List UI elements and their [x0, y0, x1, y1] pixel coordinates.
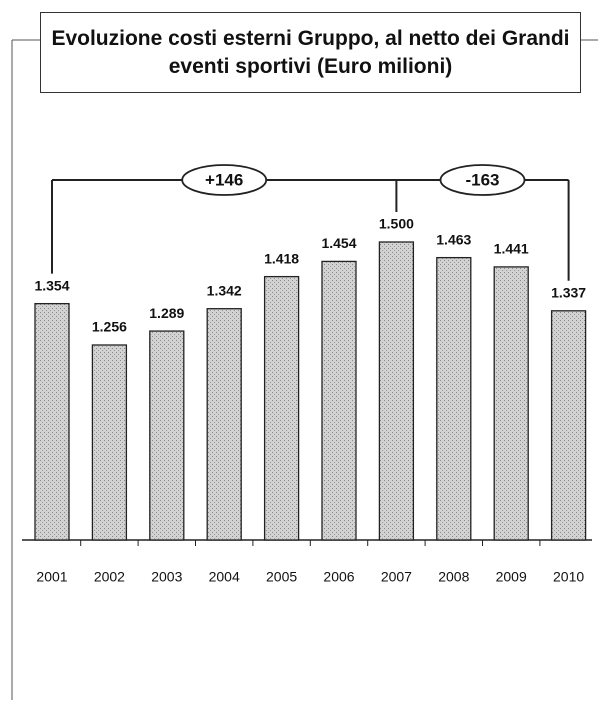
- annotation: -163: [465, 170, 499, 189]
- value-label: 1.337: [551, 285, 586, 301]
- bar: [34, 302, 70, 541]
- x-tick-label: 2001: [36, 569, 67, 585]
- x-tick-label: 2002: [94, 569, 125, 585]
- value-label: 1.500: [379, 216, 414, 232]
- bar: [263, 275, 300, 541]
- value-label: 1.441: [494, 241, 529, 257]
- bar: [378, 241, 415, 541]
- value-label: 1.418: [264, 250, 299, 266]
- value-label: 1.454: [321, 235, 356, 251]
- annotation-oval: [181, 164, 268, 196]
- x-tick-label: 2006: [323, 569, 354, 585]
- value-label: 1.256: [92, 319, 127, 335]
- bar: [149, 330, 185, 541]
- bar: [436, 256, 472, 541]
- x-tick-label: 2009: [496, 569, 527, 585]
- bar: [206, 308, 242, 541]
- value-label: 1.289: [149, 305, 184, 321]
- value-label: 1.463: [436, 231, 471, 247]
- value-label: 1.354: [34, 277, 69, 293]
- x-tick-label: 2007: [381, 569, 412, 585]
- value-label: 1.342: [207, 282, 242, 298]
- x-tick-label: 2004: [209, 569, 240, 585]
- x-tick-label: 2008: [438, 569, 469, 585]
- annotation: +146: [205, 170, 243, 189]
- annotation-oval: [439, 164, 526, 196]
- chart-title: Evoluzione costi esterni Gruppo, al nett…: [40, 12, 581, 93]
- bar: [91, 344, 128, 541]
- x-tick-label: 2003: [151, 569, 182, 585]
- x-tick-label: 2010: [553, 569, 584, 585]
- bar: [493, 266, 529, 541]
- x-tick-label: 2005: [266, 569, 297, 585]
- bar: [550, 310, 587, 541]
- bar: [321, 260, 357, 541]
